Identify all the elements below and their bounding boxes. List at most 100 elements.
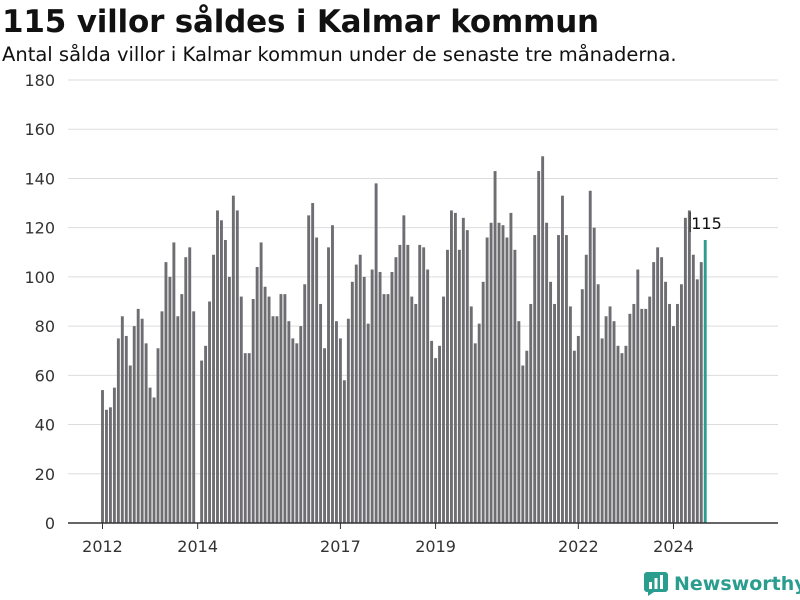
bar bbox=[553, 303, 556, 523]
bar bbox=[394, 257, 398, 523]
bar bbox=[271, 316, 275, 523]
bar bbox=[430, 340, 434, 523]
bar bbox=[335, 321, 338, 523]
latest-value-label: 115 bbox=[691, 214, 722, 233]
bar bbox=[588, 190, 592, 523]
bar bbox=[461, 217, 465, 524]
bar bbox=[358, 254, 362, 523]
bar bbox=[410, 296, 414, 523]
bar bbox=[235, 210, 239, 523]
bar bbox=[176, 316, 180, 523]
bar bbox=[323, 348, 327, 523]
bar bbox=[648, 296, 652, 523]
bar bbox=[366, 323, 370, 523]
y-tick-label: 100 bbox=[24, 268, 55, 287]
bar bbox=[247, 353, 251, 523]
bar bbox=[243, 353, 247, 523]
bar bbox=[307, 215, 311, 523]
bar bbox=[390, 271, 394, 523]
x-tick-label: 2017 bbox=[320, 537, 361, 556]
y-tick-label: 80 bbox=[35, 317, 55, 336]
bar bbox=[227, 276, 231, 523]
bar bbox=[572, 350, 576, 523]
y-tick-label: 40 bbox=[35, 416, 55, 435]
bar bbox=[108, 407, 112, 523]
bar bbox=[640, 308, 644, 523]
bar bbox=[255, 267, 259, 523]
bar bbox=[608, 306, 612, 523]
bar bbox=[513, 249, 517, 524]
bar bbox=[263, 286, 267, 523]
bar bbox=[656, 247, 660, 523]
bar bbox=[481, 281, 485, 523]
bar bbox=[529, 303, 533, 523]
bar-chart: 0 20 40 60 80 100 120 140 160 180 2012 2014 2017 2019… bbox=[24, 71, 778, 556]
bar bbox=[469, 306, 473, 523]
newsworthy-logo-icon bbox=[644, 572, 668, 596]
bar bbox=[545, 222, 549, 523]
bar bbox=[457, 249, 461, 524]
bar bbox=[668, 303, 671, 523]
bar bbox=[616, 345, 620, 523]
bar bbox=[303, 284, 307, 523]
bar bbox=[632, 303, 636, 523]
bar bbox=[465, 230, 469, 523]
bar bbox=[156, 348, 160, 523]
bar bbox=[596, 284, 600, 523]
bar bbox=[180, 294, 184, 523]
bar bbox=[568, 306, 572, 523]
bar bbox=[422, 247, 426, 523]
bar bbox=[580, 289, 584, 523]
bar bbox=[136, 308, 140, 523]
bar bbox=[338, 338, 342, 523]
bar bbox=[212, 254, 215, 523]
bar bbox=[120, 316, 124, 523]
bar bbox=[438, 345, 441, 523]
x-tick-label: 2024 bbox=[653, 537, 694, 556]
bar bbox=[501, 225, 505, 523]
bar bbox=[275, 316, 279, 523]
x-tick-label: 2019 bbox=[415, 537, 456, 556]
y-tick-label: 140 bbox=[24, 169, 55, 188]
bar bbox=[676, 303, 679, 523]
bar bbox=[144, 343, 148, 523]
x-tick-label: 2014 bbox=[177, 537, 218, 556]
newsworthy-brand: Newsworthy bbox=[644, 568, 800, 600]
bar bbox=[489, 222, 493, 523]
bar bbox=[493, 171, 497, 524]
bar bbox=[517, 321, 521, 523]
bar bbox=[679, 284, 683, 523]
bar bbox=[442, 296, 445, 523]
bar bbox=[446, 249, 449, 524]
x-tick-label: 2022 bbox=[558, 537, 599, 556]
bar bbox=[291, 338, 295, 523]
bar bbox=[295, 343, 299, 523]
bar bbox=[331, 225, 334, 523]
bar bbox=[354, 264, 358, 523]
bar bbox=[620, 353, 624, 523]
bar bbox=[128, 365, 132, 523]
bar bbox=[699, 262, 703, 523]
bar bbox=[192, 311, 196, 523]
bar bbox=[216, 210, 219, 523]
bar bbox=[220, 220, 223, 524]
bar bbox=[223, 239, 227, 523]
bar bbox=[505, 237, 509, 523]
bar bbox=[101, 390, 104, 523]
bar bbox=[370, 269, 374, 523]
bar bbox=[188, 247, 192, 523]
bar bbox=[660, 257, 664, 523]
bar bbox=[418, 244, 422, 523]
bar bbox=[279, 294, 283, 523]
bar bbox=[521, 365, 525, 523]
x-tick-label: 2012 bbox=[82, 537, 123, 556]
bar bbox=[477, 323, 481, 523]
bar bbox=[374, 183, 378, 523]
bar bbox=[557, 235, 560, 524]
bar bbox=[327, 247, 330, 523]
bar bbox=[604, 316, 608, 523]
bar bbox=[105, 409, 108, 523]
bar bbox=[164, 262, 168, 523]
bar bbox=[116, 338, 120, 523]
brand-name: Newsworthy bbox=[674, 573, 800, 595]
